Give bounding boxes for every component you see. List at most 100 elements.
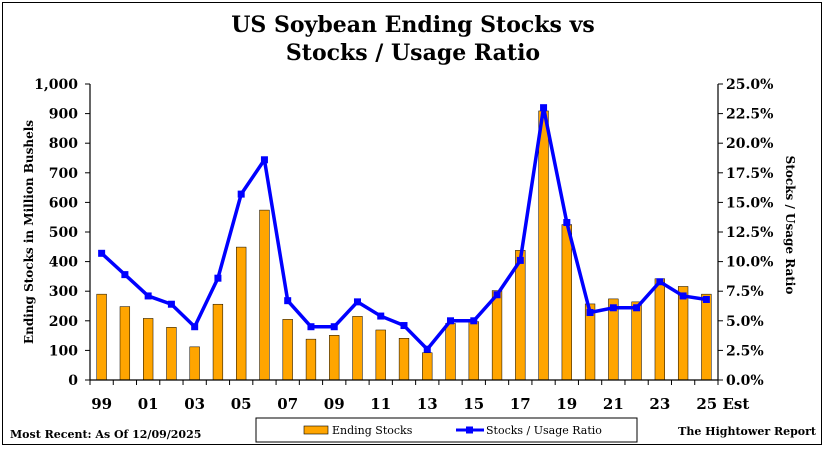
stocks-usage-marker-18 xyxy=(540,104,548,112)
stocks-usage-marker-06 xyxy=(260,156,268,164)
bar-ending-stocks-09 xyxy=(329,335,340,381)
x-tick-label: 21 xyxy=(603,395,624,413)
stocks-usage-marker-13 xyxy=(423,345,431,353)
y-right-tick-label: 20.0% xyxy=(726,136,773,152)
stocks-usage-marker-24 xyxy=(679,292,687,300)
bars-layer xyxy=(96,110,712,381)
y-right-tick-label: 22.5% xyxy=(726,107,773,123)
y-right-tick-label: 10.0% xyxy=(726,255,773,271)
stocks-usage-marker-05 xyxy=(237,190,245,198)
y-axis-left-label: Ending Stocks in Million Bushels xyxy=(22,120,36,344)
stocks-usage-marker-20 xyxy=(586,309,594,317)
bar-ending-stocks-04 xyxy=(212,303,224,381)
bar-ending-stocks-13 xyxy=(422,352,433,381)
y-left-tick-label: 400 xyxy=(49,255,78,271)
y-right-tick-label: 7.5% xyxy=(726,284,764,300)
y-left-tick-label: 900 xyxy=(49,107,78,123)
stocks-usage-marker-01 xyxy=(144,292,152,300)
stocks-usage-marker-23 xyxy=(656,278,664,286)
stocks-usage-marker-04 xyxy=(214,274,222,282)
x-tick-label: 19 xyxy=(556,395,577,413)
stocks-usage-marker-08 xyxy=(307,323,315,331)
x-tick-label: 25 Est xyxy=(696,395,749,413)
axes-layer: 0 100 200 300 400 500 600 700 800 900 1,000 0.0% 2.5… xyxy=(34,77,773,413)
stocks-usage-marker-19 xyxy=(563,219,571,227)
legend: Ending Stocks Stocks / Usage Ratio xyxy=(255,417,638,443)
x-tick-label: 15 xyxy=(463,395,484,413)
y-left-tick-label: 100 xyxy=(49,343,78,359)
y-left-tick-label: 800 xyxy=(49,136,78,152)
bar-ending-stocks-23 xyxy=(654,278,665,381)
y-left-tick-label: 500 xyxy=(49,225,78,241)
bar-ending-stocks-15 xyxy=(468,321,479,381)
stocks-usage-marker-14 xyxy=(447,317,455,325)
x-tick-label: 99 xyxy=(91,395,112,413)
x-tick-label: 09 xyxy=(324,395,345,413)
stocks-usage-marker-17 xyxy=(516,256,524,264)
stocks-usage-marker-21 xyxy=(609,304,617,312)
bar-ending-stocks-03 xyxy=(189,346,200,381)
bar-ending-stocks-05 xyxy=(236,246,247,381)
y-left-tick-label: 1,000 xyxy=(34,77,78,93)
y-right-tick-label: 2.5% xyxy=(726,343,764,359)
footer-note: Most Recent: As Of 12/09/2025 xyxy=(10,428,201,441)
stocks-usage-marker-16 xyxy=(493,291,501,299)
y-right-tick-label: 0.0% xyxy=(726,373,764,389)
stocks-usage-marker-15 xyxy=(470,317,478,325)
bar-ending-stocks-02 xyxy=(166,327,177,381)
stocks-usage-marker-22 xyxy=(633,304,641,312)
footer-source: The Hightower Report xyxy=(678,425,817,438)
y-right-tick-label: 15.0% xyxy=(726,195,773,211)
y-left-tick-label: 0 xyxy=(68,373,78,389)
bar-ending-stocks-01 xyxy=(143,318,154,381)
stocks-usage-marker-12 xyxy=(400,322,408,330)
x-tick-label: 11 xyxy=(370,395,391,413)
stocks-usage-marker-09 xyxy=(330,323,338,331)
stocks-usage-marker-99 xyxy=(98,249,106,257)
legend-label-bars: Ending Stocks xyxy=(332,424,413,437)
y-right-tick-label: 12.5% xyxy=(726,225,773,241)
legend-label-line: Stocks / Usage Ratio xyxy=(486,424,602,437)
chart-title-line1: US Soybean Ending Stocks vs xyxy=(231,12,594,38)
stocks-usage-marker-03 xyxy=(191,323,199,331)
bar-ending-stocks-10 xyxy=(352,316,363,381)
y-right-tick-label: 5.0% xyxy=(726,314,764,330)
x-tick-label: 05 xyxy=(231,395,252,413)
stocks-usage-marker-25-est xyxy=(702,295,710,303)
bar-ending-stocks-14 xyxy=(445,323,456,381)
y-left-tick-label: 200 xyxy=(49,314,78,330)
y-right-tick-label: 17.5% xyxy=(726,166,773,182)
x-tick-label: 17 xyxy=(510,395,531,413)
legend-swatch-marker xyxy=(466,426,473,434)
stocks-usage-marker-07 xyxy=(284,297,292,305)
bar-ending-stocks-06 xyxy=(259,209,270,381)
y-axis-right-label: Stocks / Usage Ratio xyxy=(783,156,797,295)
stocks-usage-marker-00 xyxy=(121,271,129,279)
bar-ending-stocks-16 xyxy=(491,290,503,381)
bar-ending-stocks-19 xyxy=(561,224,572,381)
bar-ending-stocks-07 xyxy=(282,319,293,381)
bar-ending-stocks-17 xyxy=(515,250,526,381)
stocks-usage-marker-11 xyxy=(377,312,385,320)
bar-ending-stocks-24 xyxy=(677,286,689,381)
bar-ending-stocks-22 xyxy=(631,301,642,381)
x-tick-label: 03 xyxy=(184,395,205,413)
chart-title-line2: Stocks / Usage Ratio xyxy=(286,40,540,66)
bar-ending-stocks-08 xyxy=(305,338,317,381)
y-left-tick-label: 300 xyxy=(49,284,78,300)
stocks-usage-marker-10 xyxy=(353,298,361,306)
bar-ending-stocks-12 xyxy=(398,338,410,381)
x-tick-label: 13 xyxy=(417,395,438,413)
y-left-tick-label: 700 xyxy=(49,166,78,182)
x-tick-label: 07 xyxy=(277,395,298,413)
legend-swatch-bars xyxy=(303,425,329,435)
stocks-usage-marker-02 xyxy=(167,300,175,308)
bar-ending-stocks-18 xyxy=(538,110,549,381)
x-tick-label: 01 xyxy=(138,395,159,413)
bar-ending-stocks-11 xyxy=(375,329,386,381)
bar-ending-stocks-99 xyxy=(96,293,107,381)
line-layer xyxy=(98,104,710,353)
y-left-tick-label: 600 xyxy=(49,195,78,211)
y-right-tick-label: 25.0% xyxy=(726,77,773,93)
